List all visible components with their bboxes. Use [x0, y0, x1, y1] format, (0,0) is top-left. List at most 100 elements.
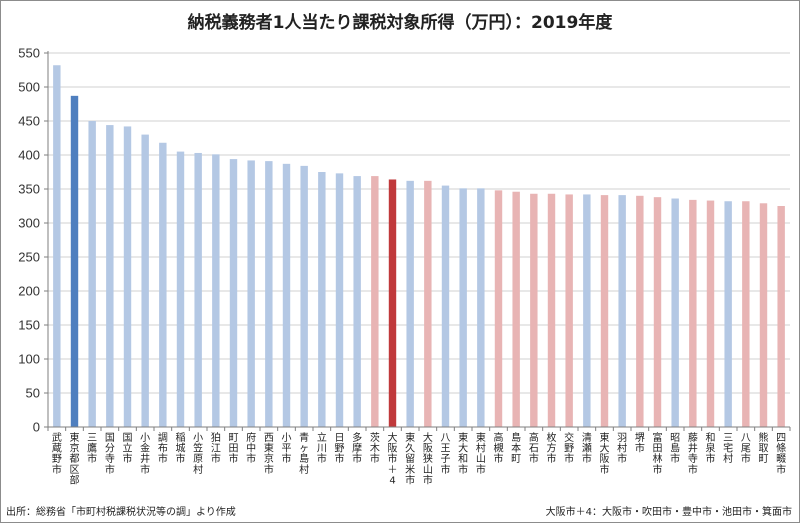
- x-category-label: 多摩市: [352, 431, 362, 465]
- bar: [176, 151, 185, 427]
- x-category-label: 清瀬市: [582, 431, 592, 465]
- x-category-label: 小笠原村: [193, 432, 203, 476]
- bar: [530, 193, 538, 427]
- bar: [600, 195, 609, 427]
- x-category-label: 富田林市: [653, 431, 663, 476]
- x-category-label: 西東京市: [264, 433, 274, 476]
- x-category-labels: 武蔵野市東京都区部三鷹市国分寺市国立市小金井市調布市稲城市小笠原村狛江市町田市府…: [52, 431, 786, 486]
- bar: [159, 142, 167, 427]
- axes: [44, 51, 791, 431]
- x-category-label: 交野市: [564, 431, 574, 465]
- bar: [88, 121, 96, 427]
- bar: [53, 65, 61, 428]
- bar: [441, 185, 450, 427]
- x-category-label: 八王子市: [441, 433, 451, 476]
- bar: [388, 179, 397, 427]
- bar: [300, 165, 308, 427]
- x-category-label: 八尾市: [741, 433, 751, 465]
- bar: [424, 180, 432, 427]
- x-category-label: 四條畷市: [776, 433, 786, 476]
- bar: [494, 190, 503, 427]
- x-category-label: 羽村市: [617, 432, 627, 465]
- x-category-label: 国立市: [123, 432, 133, 465]
- bar: [547, 193, 556, 427]
- x-category-label: 町田市: [229, 433, 239, 465]
- x-category-label: 枚方市: [547, 431, 557, 465]
- footnote: 大阪市＋4：大阪市・吹田市・豊中市・池田市・箕面市: [545, 507, 792, 518]
- bar: [70, 95, 79, 427]
- bar: [636, 195, 644, 427]
- bar: [759, 203, 768, 427]
- y-tick-label: 300: [18, 216, 40, 231]
- bar: [212, 154, 220, 427]
- y-tick-label: 400: [18, 148, 40, 163]
- bar: [141, 134, 149, 427]
- y-tick-label: 500: [18, 80, 40, 95]
- y-tick-label: 250: [18, 250, 40, 265]
- x-category-label: 狛江市: [211, 432, 221, 465]
- x-category-label: 日野市: [335, 433, 345, 465]
- y-tick-label: 350: [18, 182, 40, 197]
- x-category-label: 熊取町: [759, 431, 769, 465]
- x-category-label: 三鷹市: [87, 433, 97, 465]
- x-category-label: 三宅村: [723, 433, 733, 465]
- x-category-label: 東大和市: [458, 431, 468, 476]
- x-category-label: 小金井市: [140, 432, 150, 476]
- bar: [318, 172, 326, 427]
- bars: [53, 65, 785, 428]
- bar: [742, 201, 750, 427]
- x-category-label: 東京都区部: [70, 431, 80, 486]
- x-category-label: 東村山市: [476, 431, 486, 476]
- bar: [406, 180, 414, 427]
- bar: [282, 163, 291, 427]
- y-tick-labels: 0 50 100 150 200 250 300 350 400 450 500 550: [18, 46, 40, 435]
- bar: [777, 206, 785, 427]
- y-tick-label: 150: [18, 318, 40, 333]
- x-category-label: 昭島市: [670, 432, 680, 465]
- x-category-label: 大阪市＋ 4: [388, 431, 398, 486]
- bar: [671, 198, 679, 427]
- bar: [565, 194, 573, 427]
- bar: [512, 191, 520, 427]
- x-category-label: 茨木市: [370, 431, 380, 465]
- x-category-label: 府中市: [246, 431, 256, 465]
- y-tick-label: 450: [18, 114, 40, 129]
- bar: [583, 194, 591, 427]
- x-category-label: 高石市: [529, 431, 539, 465]
- y-tick-label: 550: [18, 46, 40, 61]
- x-category-label: 小平市: [282, 432, 292, 465]
- x-category-label: 高槻市: [494, 431, 504, 465]
- y-tick-label: 100: [18, 352, 40, 367]
- y-tick-label: 200: [18, 284, 40, 299]
- x-category-label: 大阪狭山市: [423, 431, 433, 486]
- bar: [353, 176, 361, 427]
- x-category-label: 国分寺市: [105, 432, 115, 476]
- bar: [618, 195, 626, 427]
- bar: [706, 200, 715, 427]
- x-category-label: 和泉市: [706, 432, 716, 465]
- bar: [689, 199, 697, 427]
- bar: [194, 152, 202, 427]
- x-category-label: 島本町: [511, 431, 521, 465]
- x-category-label: 調布市: [158, 431, 168, 465]
- x-category-label: 青ヶ島村: [299, 431, 309, 476]
- x-category-label: 武蔵野市: [52, 431, 62, 476]
- bar: [123, 126, 132, 427]
- y-tick-label: 50: [26, 386, 40, 401]
- bar: [724, 201, 732, 427]
- source-note: 出所：総務省「市町村税課税状況等の調」より作成: [6, 507, 236, 518]
- chart-title: 納税義務者1人当たり課税対象所得（万円）：2019年度: [187, 13, 613, 33]
- x-category-label: 稲城市: [176, 432, 186, 465]
- bar: [371, 176, 379, 427]
- bar: [653, 197, 662, 427]
- bar: [247, 160, 255, 427]
- bar: [335, 173, 344, 427]
- bar: [106, 125, 114, 427]
- gridlines: [48, 52, 790, 394]
- bar: [477, 188, 485, 427]
- bar: [265, 161, 273, 427]
- x-category-label: 藤井寺市: [688, 432, 698, 476]
- x-category-label: 堺市: [635, 432, 645, 455]
- x-category-label: 立川市: [317, 431, 327, 465]
